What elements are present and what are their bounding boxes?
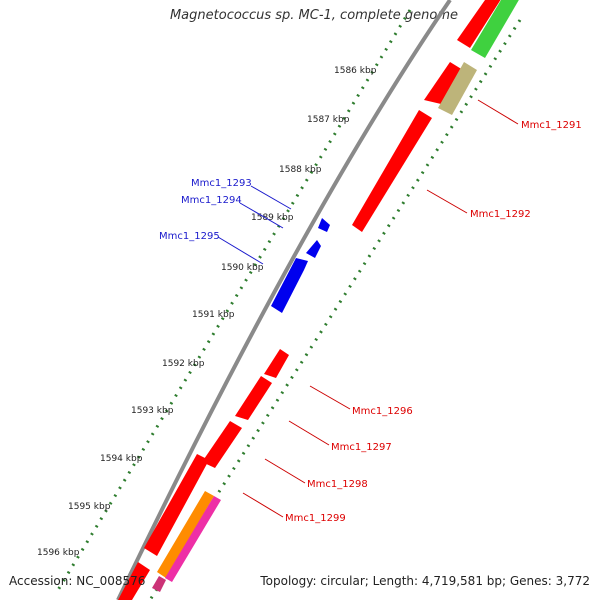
- gene-arrow-mmc1-1293[interactable]: [318, 218, 330, 232]
- gene-arrow-mmc1-1299[interactable]: [144, 454, 209, 556]
- gene-label-mmc1-1298[interactable]: Mmc1_1298: [307, 479, 368, 490]
- kbp-label: 1592 kbp: [162, 359, 205, 369]
- gene-arrow-mmc1-1297[interactable]: [235, 376, 272, 420]
- feature-khaki-block[interactable]: [438, 62, 477, 115]
- tick-dotted-line-inner: [148, 19, 522, 600]
- gene-arrow-red-lower[interactable]: [118, 562, 150, 600]
- forward-gene-labels: Mmc1_1291 Mmc1_1292 Mmc1_1296 Mmc1_1297 …: [242, 99, 582, 524]
- feature-track-2[interactable]: [152, 0, 520, 592]
- kbp-label: 1590 kbp: [221, 263, 264, 273]
- forward-strand-genes[interactable]: [118, 0, 503, 600]
- kbp-label: 1591 kbp: [192, 310, 235, 320]
- kbp-label: 1594 kbp: [100, 454, 143, 464]
- kbp-labels: 1586 kbp 1587 kbp 1588 kbp 1589 kbp 1590…: [37, 66, 377, 558]
- gene-label-mmc1-1292[interactable]: Mmc1_1292: [470, 209, 531, 220]
- tick-dotted-line-outer: [56, 9, 412, 591]
- leader-line: [242, 492, 284, 518]
- leader-line: [264, 458, 306, 484]
- reverse-gene-labels: Mmc1_1293 Mmc1_1294 Mmc1_1295: [159, 178, 292, 265]
- leader-line: [477, 99, 519, 125]
- gene-label-mmc1-1293[interactable]: Mmc1_1293: [191, 178, 252, 189]
- gene-arrow-mmc1-1292[interactable]: [352, 110, 432, 232]
- gene-label-mmc1-1295[interactable]: Mmc1_1295: [159, 231, 220, 242]
- feature-pink-block[interactable]: [165, 496, 221, 582]
- leader-line: [239, 202, 284, 229]
- kbp-label: 1596 kbp: [37, 548, 80, 558]
- kbp-label: 1589 kbp: [251, 213, 294, 223]
- leader-line: [309, 385, 351, 410]
- feature-green-block[interactable]: [471, 0, 520, 58]
- gene-label-mmc1-1294[interactable]: Mmc1_1294: [181, 195, 242, 206]
- gene-label-mmc1-1299[interactable]: Mmc1_1299: [285, 513, 346, 524]
- gene-label-mmc1-1291[interactable]: Mmc1_1291: [521, 120, 582, 131]
- reverse-strand-genes[interactable]: [271, 218, 330, 313]
- tick-track-inner: [148, 19, 522, 600]
- kbp-label: 1593 kbp: [131, 406, 174, 416]
- leader-line: [250, 185, 292, 210]
- genome-title: Magnetococcus sp. MC-1, complete genome: [169, 8, 458, 23]
- leader-line: [288, 420, 330, 446]
- gene-arrow-mmc1-1291[interactable]: [424, 62, 463, 104]
- feature-orange-block[interactable]: [157, 491, 214, 578]
- tick-track-outer: [56, 9, 412, 591]
- kbp-label: 1586 kbp: [334, 66, 377, 76]
- leader-line: [217, 236, 264, 265]
- leader-line: [426, 189, 468, 214]
- genome-summary-text: Topology: circular; Length: 4,719,581 bp…: [260, 574, 590, 588]
- genome-backbone: [116, 0, 452, 600]
- gene-arrow-mmc1-1298[interactable]: [202, 421, 242, 468]
- feature-pink-block-lower[interactable]: [152, 576, 166, 592]
- accession-text: Accession: NC_008576: [9, 574, 146, 588]
- kbp-label: 1595 kbp: [68, 502, 111, 512]
- kbp-label: 1588 kbp: [279, 165, 322, 175]
- gene-arrow-mmc1-1295[interactable]: [271, 258, 308, 313]
- gene-arrow-top[interactable]: [457, 0, 503, 48]
- kbp-label: 1587 kbp: [307, 115, 350, 125]
- gene-label-mmc1-1297[interactable]: Mmc1_1297: [331, 442, 392, 453]
- gene-label-mmc1-1296[interactable]: Mmc1_1296: [352, 406, 413, 417]
- gene-arrow-mmc1-1294[interactable]: [306, 240, 321, 258]
- gene-arrow-mmc1-1296[interactable]: [264, 349, 289, 378]
